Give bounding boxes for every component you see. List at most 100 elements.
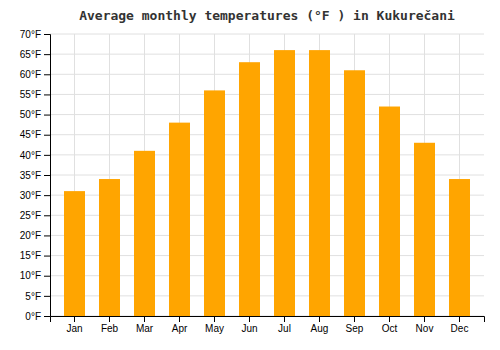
y-tick: 65°F (20, 49, 50, 60)
grid-line (50, 34, 484, 35)
tick-mark (109, 316, 110, 322)
tick-mark (44, 256, 50, 257)
x-tick-label: Apr (172, 323, 188, 334)
x-tick-label: Nov (416, 323, 434, 334)
tick-mark (44, 94, 50, 95)
y-tick: 30°F (20, 190, 50, 201)
y-tick-label: 20°F (20, 230, 41, 241)
tick-mark (389, 316, 390, 322)
bar (379, 107, 400, 316)
bar (239, 62, 260, 316)
grid (50, 34, 484, 316)
x-tick: Mar (136, 316, 154, 334)
x-tick: Feb (101, 316, 119, 334)
x-tick-label: Feb (101, 323, 119, 334)
y-tick-label: 15°F (20, 250, 41, 261)
tick-mark (44, 34, 50, 35)
x-tick: Dec (451, 316, 469, 334)
y-tick: 45°F (20, 129, 50, 140)
x-tick: May (205, 316, 224, 334)
tick-mark (44, 115, 50, 116)
tick-mark (44, 135, 50, 136)
bar (449, 179, 470, 316)
y-tick-label: 5°F (25, 291, 41, 302)
x-tick: Oct (382, 316, 398, 334)
x-tick: Jun (241, 316, 257, 334)
x-tick-label: May (205, 323, 224, 334)
y-tick-label: 10°F (20, 270, 41, 281)
tick-mark (44, 276, 50, 277)
grid-line (50, 74, 484, 75)
y-tick-label: 35°F (20, 170, 41, 181)
tick-mark (179, 316, 180, 322)
bar (274, 50, 295, 316)
y-tick: 55°F (20, 89, 50, 100)
x-tick: Sep (346, 316, 364, 334)
tick-mark (424, 316, 425, 322)
x-tick: Jan (66, 316, 82, 334)
y-tick-label: 65°F (20, 49, 41, 60)
axis-domain (44, 35, 51, 317)
tick-mark (44, 54, 50, 55)
bars (64, 50, 470, 316)
grid-line (50, 114, 484, 115)
tick-mark (44, 296, 50, 297)
tick-mark (284, 316, 285, 322)
x-tick: Aug (311, 316, 329, 334)
bar (414, 143, 435, 316)
y-tick: 15°F (20, 250, 50, 261)
x-tick-label: Jul (278, 323, 291, 334)
x-tick-label: Aug (311, 323, 329, 334)
tick-mark (354, 316, 355, 322)
y-tick-label: 60°F (20, 69, 41, 80)
axis-domain (51, 317, 485, 323)
bar (64, 191, 85, 316)
y-tick-label: 50°F (20, 109, 41, 120)
title: Average monthly temperatures (°F ) in Ku… (79, 8, 455, 23)
y-tick-label: 45°F (20, 129, 41, 140)
bar (309, 50, 330, 316)
x-tick: Jul (278, 316, 291, 334)
y-tick: 60°F (20, 69, 50, 80)
y-axis: 0°F 5°F 10°F 15°F 20°F 25°F 30°F 35°F 40°F 45°F 50… (20, 29, 51, 322)
y-tick: 20°F (20, 230, 50, 241)
y-tick-label: 40°F (20, 150, 41, 161)
y-tick-label: 55°F (20, 89, 41, 100)
tick-mark (44, 175, 50, 176)
bar (344, 70, 365, 316)
y-tick-label: 25°F (20, 210, 41, 221)
x-tick-label: Sep (346, 323, 364, 334)
y-tick: 5°F (25, 291, 50, 302)
tick-mark (44, 235, 50, 236)
tick-mark (74, 316, 75, 322)
bar (204, 90, 225, 316)
bar (134, 151, 155, 316)
bar (99, 179, 120, 316)
y-tick: 25°F (20, 210, 50, 221)
x-tick-label: Oct (382, 323, 398, 334)
y-tick-label: 70°F (20, 29, 41, 40)
x-tick-label: Jun (241, 323, 257, 334)
tick-mark (44, 155, 50, 156)
x-axis: Jan Feb Mar Apr May Jun Jul Aug Sep Oct Nov Dec (51, 316, 485, 334)
x-tick-label: Dec (451, 323, 469, 334)
x-tick: Apr (172, 316, 188, 334)
tick-mark (459, 316, 460, 322)
x-tick-label: Jan (66, 323, 82, 334)
y-tick: 35°F (20, 170, 50, 181)
tick-mark (249, 316, 250, 322)
y-tick-label: 30°F (20, 190, 41, 201)
y-tick: 0°F (25, 311, 50, 322)
tick-mark (214, 316, 215, 322)
y-tick: 50°F (20, 109, 50, 120)
tick-mark (44, 215, 50, 216)
tick-mark (44, 195, 50, 196)
grid-line (50, 134, 484, 135)
y-tick: 10°F (20, 270, 50, 281)
grid-line (50, 54, 484, 55)
x-tick: Nov (416, 316, 434, 334)
y-tick-label: 0°F (25, 311, 41, 322)
x-tick-label: Mar (136, 323, 154, 334)
plot: 0°F 5°F 10°F 15°F 20°F 25°F 30°F 35°F 40°F 45°F 50… (20, 29, 485, 334)
y-tick: 70°F (20, 29, 50, 40)
